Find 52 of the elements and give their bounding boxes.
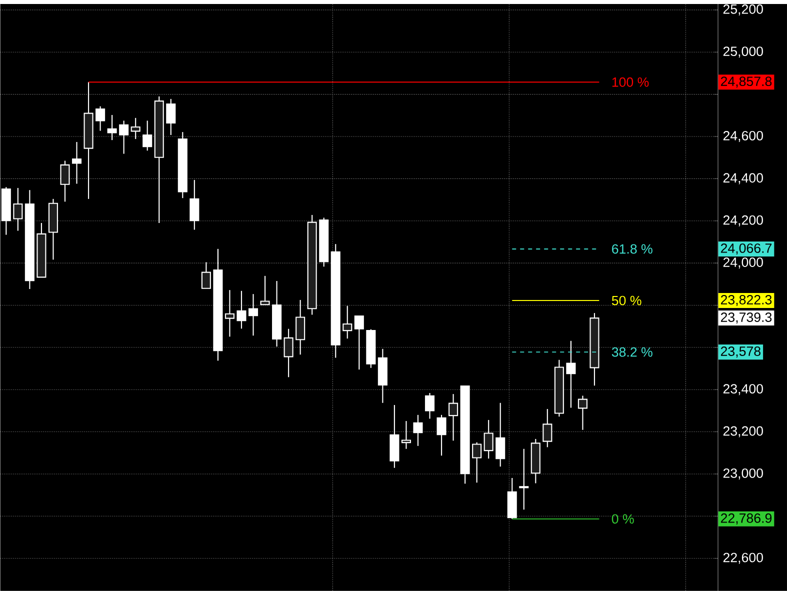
candlestick [448, 393, 458, 442]
candlestick [284, 328, 294, 378]
candlestick [566, 340, 576, 408]
candlestick [190, 179, 200, 230]
annotation: 38.2 % [612, 347, 652, 357]
candlestick [119, 120, 129, 154]
candlestick [236, 290, 246, 330]
y-tick-label: 24,200 [723, 215, 763, 226]
y-tick-label: 23,000 [723, 468, 763, 480]
candlestick [484, 419, 494, 460]
candlestick [60, 160, 70, 202]
candlestick [130, 117, 140, 140]
y-tick-label: 23,400 [723, 384, 763, 396]
candlestick [166, 98, 176, 136]
candlestick [72, 141, 82, 184]
candlestick [424, 392, 435, 420]
candlestick [542, 408, 552, 448]
candlestick [142, 120, 152, 152]
candlestick [224, 289, 234, 338]
annotation: 61.8 % [612, 244, 652, 254]
candlestick [342, 305, 352, 340]
text: 24,066.7 [720, 243, 772, 254]
text: 23,822.3 [720, 294, 772, 306]
y-tick-label: 22,600 [723, 552, 763, 564]
candlestick [107, 114, 117, 141]
candlestick [401, 420, 411, 450]
text: 23,578 [720, 346, 760, 358]
annotation: 0 % [612, 514, 634, 524]
candlestick [472, 442, 482, 484]
candlestick [248, 293, 258, 336]
annotation: 100 % [612, 77, 649, 87]
y-tick-label: 25,000 [723, 46, 763, 58]
candlestick [436, 414, 446, 456]
text: 24,857.8 [720, 76, 772, 88]
annotation: 50 % [612, 296, 642, 306]
candlestick [413, 414, 423, 446]
candlestick [519, 448, 529, 510]
y-tick-label: 25,200 [723, 4, 763, 16]
candlestick [496, 402, 506, 468]
candlestick [13, 187, 23, 232]
candlestick [354, 315, 364, 370]
y-tick-label: 23,200 [723, 426, 763, 438]
text: 22,786.9 [720, 513, 772, 524]
candlestick [201, 262, 211, 289]
y-tick-label: 24,400 [723, 173, 763, 184]
candlestick [96, 106, 106, 132]
text: 23,739.3 [720, 312, 772, 324]
y-tick-label: 24,000 [723, 258, 763, 269]
candlestick [296, 299, 306, 356]
candlestick [578, 395, 588, 430]
candlestick [260, 275, 270, 306]
y-tick-label: 24,600 [723, 130, 763, 142]
